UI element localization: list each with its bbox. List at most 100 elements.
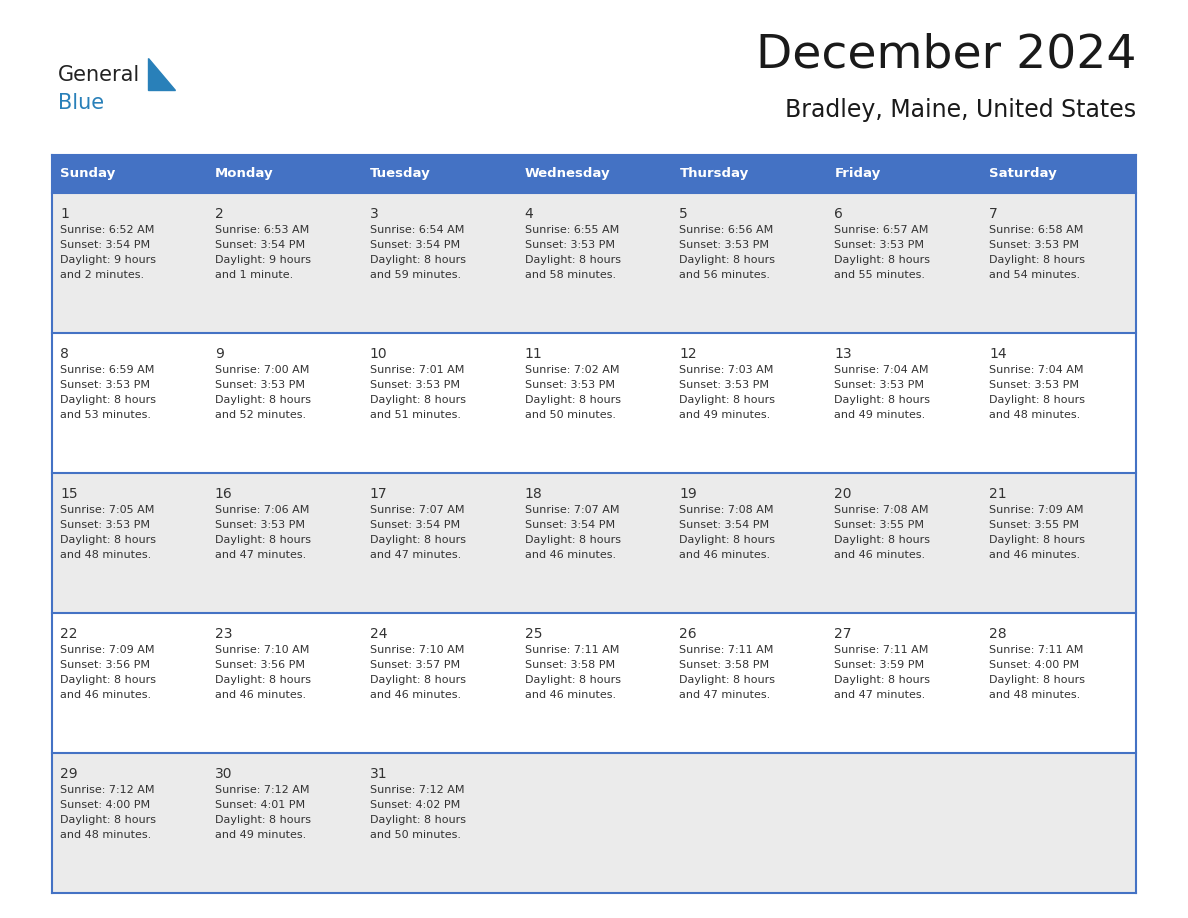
Text: 13: 13 bbox=[834, 347, 852, 361]
Text: 8: 8 bbox=[61, 347, 69, 361]
Text: and 56 minutes.: and 56 minutes. bbox=[680, 270, 771, 280]
Text: Sunrise: 7:00 AM: Sunrise: 7:00 AM bbox=[215, 365, 309, 375]
Text: Sunset: 3:53 PM: Sunset: 3:53 PM bbox=[834, 380, 924, 390]
Text: 31: 31 bbox=[369, 767, 387, 781]
Text: Sunrise: 7:06 AM: Sunrise: 7:06 AM bbox=[215, 505, 309, 515]
Text: Sunset: 3:55 PM: Sunset: 3:55 PM bbox=[990, 520, 1079, 530]
Text: Sunrise: 7:12 AM: Sunrise: 7:12 AM bbox=[215, 785, 309, 795]
Text: 24: 24 bbox=[369, 627, 387, 641]
Bar bbox=[52, 753, 1136, 893]
Text: Sunrise: 7:12 AM: Sunrise: 7:12 AM bbox=[61, 785, 154, 795]
Text: and 47 minutes.: and 47 minutes. bbox=[215, 550, 307, 560]
Text: Sunrise: 7:09 AM: Sunrise: 7:09 AM bbox=[61, 645, 154, 655]
Text: 25: 25 bbox=[525, 627, 542, 641]
Text: Sunrise: 6:54 AM: Sunrise: 6:54 AM bbox=[369, 225, 465, 235]
Text: and 46 minutes.: and 46 minutes. bbox=[834, 550, 925, 560]
Text: and 59 minutes.: and 59 minutes. bbox=[369, 270, 461, 280]
Text: Sunset: 3:53 PM: Sunset: 3:53 PM bbox=[834, 240, 924, 250]
Text: Sunrise: 7:10 AM: Sunrise: 7:10 AM bbox=[369, 645, 465, 655]
Text: Sunrise: 7:12 AM: Sunrise: 7:12 AM bbox=[369, 785, 465, 795]
Text: 26: 26 bbox=[680, 627, 697, 641]
Bar bbox=[671, 155, 827, 193]
Text: Daylight: 8 hours: Daylight: 8 hours bbox=[680, 255, 776, 265]
Text: Sunset: 3:53 PM: Sunset: 3:53 PM bbox=[215, 380, 305, 390]
Text: Sunset: 3:53 PM: Sunset: 3:53 PM bbox=[61, 380, 150, 390]
Text: Sunrise: 7:04 AM: Sunrise: 7:04 AM bbox=[834, 365, 929, 375]
Text: and 1 minute.: and 1 minute. bbox=[215, 270, 293, 280]
Text: Daylight: 8 hours: Daylight: 8 hours bbox=[215, 815, 311, 825]
Text: and 58 minutes.: and 58 minutes. bbox=[525, 270, 615, 280]
Text: Sunset: 3:53 PM: Sunset: 3:53 PM bbox=[680, 380, 770, 390]
Text: Daylight: 8 hours: Daylight: 8 hours bbox=[61, 395, 156, 405]
Text: Sunrise: 6:59 AM: Sunrise: 6:59 AM bbox=[61, 365, 154, 375]
Text: Sunset: 3:54 PM: Sunset: 3:54 PM bbox=[369, 520, 460, 530]
Text: Sunrise: 7:11 AM: Sunrise: 7:11 AM bbox=[525, 645, 619, 655]
Text: and 49 minutes.: and 49 minutes. bbox=[215, 830, 307, 840]
Text: and 51 minutes.: and 51 minutes. bbox=[369, 410, 461, 420]
Text: Sunset: 3:59 PM: Sunset: 3:59 PM bbox=[834, 660, 924, 670]
Polygon shape bbox=[148, 58, 175, 90]
Text: and 49 minutes.: and 49 minutes. bbox=[834, 410, 925, 420]
Text: 5: 5 bbox=[680, 207, 688, 221]
Text: and 46 minutes.: and 46 minutes. bbox=[369, 690, 461, 700]
Text: Sunset: 3:53 PM: Sunset: 3:53 PM bbox=[525, 240, 614, 250]
Bar bbox=[207, 155, 361, 193]
Text: Sunset: 3:53 PM: Sunset: 3:53 PM bbox=[990, 240, 1079, 250]
Text: Sunset: 3:54 PM: Sunset: 3:54 PM bbox=[369, 240, 460, 250]
Text: 10: 10 bbox=[369, 347, 387, 361]
Text: Sunset: 4:02 PM: Sunset: 4:02 PM bbox=[369, 800, 460, 810]
Text: Daylight: 8 hours: Daylight: 8 hours bbox=[834, 675, 930, 685]
Text: Daylight: 8 hours: Daylight: 8 hours bbox=[525, 395, 620, 405]
Text: Sunset: 3:53 PM: Sunset: 3:53 PM bbox=[525, 380, 614, 390]
Text: Bradley, Maine, United States: Bradley, Maine, United States bbox=[785, 98, 1136, 122]
Text: Daylight: 8 hours: Daylight: 8 hours bbox=[369, 395, 466, 405]
Text: Sunrise: 7:08 AM: Sunrise: 7:08 AM bbox=[834, 505, 929, 515]
Text: Sunset: 3:53 PM: Sunset: 3:53 PM bbox=[61, 520, 150, 530]
Text: Sunday: Sunday bbox=[61, 167, 115, 181]
Bar bbox=[52, 473, 1136, 613]
Text: Daylight: 8 hours: Daylight: 8 hours bbox=[680, 675, 776, 685]
Text: Daylight: 8 hours: Daylight: 8 hours bbox=[525, 675, 620, 685]
Text: Sunset: 3:55 PM: Sunset: 3:55 PM bbox=[834, 520, 924, 530]
Text: 19: 19 bbox=[680, 487, 697, 501]
Text: 28: 28 bbox=[990, 627, 1006, 641]
Text: Sunrise: 7:05 AM: Sunrise: 7:05 AM bbox=[61, 505, 154, 515]
Text: Wednesday: Wednesday bbox=[525, 167, 611, 181]
Text: and 48 minutes.: and 48 minutes. bbox=[61, 550, 151, 560]
Text: 1: 1 bbox=[61, 207, 69, 221]
Text: Sunset: 3:58 PM: Sunset: 3:58 PM bbox=[525, 660, 614, 670]
Text: 2: 2 bbox=[215, 207, 223, 221]
Text: Sunset: 3:53 PM: Sunset: 3:53 PM bbox=[369, 380, 460, 390]
Text: Sunset: 3:58 PM: Sunset: 3:58 PM bbox=[680, 660, 770, 670]
Text: and 54 minutes.: and 54 minutes. bbox=[990, 270, 1080, 280]
Text: and 46 minutes.: and 46 minutes. bbox=[525, 690, 615, 700]
Text: 11: 11 bbox=[525, 347, 542, 361]
Text: 4: 4 bbox=[525, 207, 533, 221]
Text: Sunrise: 7:10 AM: Sunrise: 7:10 AM bbox=[215, 645, 309, 655]
Text: Daylight: 8 hours: Daylight: 8 hours bbox=[525, 535, 620, 545]
Text: 21: 21 bbox=[990, 487, 1006, 501]
Text: 12: 12 bbox=[680, 347, 697, 361]
Text: Sunrise: 6:58 AM: Sunrise: 6:58 AM bbox=[990, 225, 1083, 235]
Text: Sunset: 4:01 PM: Sunset: 4:01 PM bbox=[215, 800, 305, 810]
Text: Sunrise: 7:07 AM: Sunrise: 7:07 AM bbox=[369, 505, 465, 515]
Text: and 50 minutes.: and 50 minutes. bbox=[525, 410, 615, 420]
Text: Sunrise: 6:53 AM: Sunrise: 6:53 AM bbox=[215, 225, 309, 235]
Text: Sunset: 3:54 PM: Sunset: 3:54 PM bbox=[680, 520, 770, 530]
Text: Sunrise: 7:03 AM: Sunrise: 7:03 AM bbox=[680, 365, 773, 375]
Text: 29: 29 bbox=[61, 767, 77, 781]
Text: and 55 minutes.: and 55 minutes. bbox=[834, 270, 925, 280]
Text: 18: 18 bbox=[525, 487, 542, 501]
Text: Sunset: 3:53 PM: Sunset: 3:53 PM bbox=[215, 520, 305, 530]
Bar bbox=[52, 155, 207, 193]
Text: 30: 30 bbox=[215, 767, 233, 781]
Text: Monday: Monday bbox=[215, 167, 273, 181]
Text: 20: 20 bbox=[834, 487, 852, 501]
Text: Sunrise: 7:11 AM: Sunrise: 7:11 AM bbox=[680, 645, 773, 655]
Text: Daylight: 8 hours: Daylight: 8 hours bbox=[990, 395, 1085, 405]
Text: Sunset: 3:57 PM: Sunset: 3:57 PM bbox=[369, 660, 460, 670]
Text: 6: 6 bbox=[834, 207, 843, 221]
Bar bbox=[52, 613, 1136, 753]
Text: Sunrise: 7:02 AM: Sunrise: 7:02 AM bbox=[525, 365, 619, 375]
Text: Sunrise: 6:55 AM: Sunrise: 6:55 AM bbox=[525, 225, 619, 235]
